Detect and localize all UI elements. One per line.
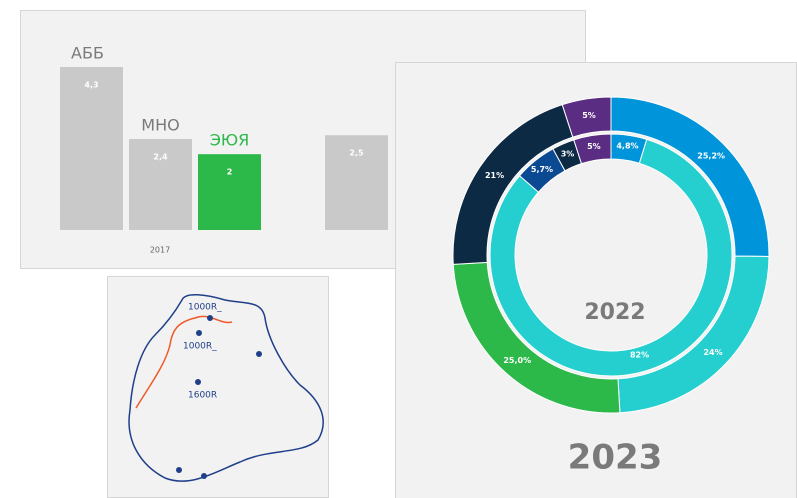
donut-hole <box>516 160 706 350</box>
map-label: 1000R_ <box>183 342 217 352</box>
data-label: 2,4 <box>153 153 168 162</box>
center-label: 2022 <box>584 300 645 325</box>
segment-label: 5% <box>582 111 596 120</box>
segment-label: 5,7% <box>531 165 553 174</box>
chart-title: 2023 <box>568 438 663 478</box>
segment-label: 24% <box>703 348 722 357</box>
map: 1000R_ 1000R_ 1600R <box>128 294 324 482</box>
data-label: 2 <box>227 168 233 177</box>
group-label: 2017 <box>150 246 170 255</box>
category-label: ЭЮЯ <box>210 131 250 150</box>
category-label: АББ <box>71 44 104 63</box>
map-panel <box>107 276 329 498</box>
donut-segment <box>489 138 733 377</box>
segment-label: 3% <box>561 149 575 158</box>
donut-chart: 25,2% 24% 25,0% 21% 5% 4,8% 82% 5,7% 3% 5% 2022 202… <box>452 96 770 478</box>
bar <box>129 139 192 230</box>
bar <box>60 67 123 230</box>
bar-chart: 4,3 АББ 2,4 МНО 2 ЭЮЯ 2,5 2017 <box>60 44 388 255</box>
map-points <box>176 315 262 479</box>
segment-label: 25,2% <box>697 151 725 160</box>
segment-label: 4,8% <box>616 142 638 151</box>
segment-label: 25,0% <box>503 356 531 365</box>
data-label: 2,5 <box>349 149 364 158</box>
map-outline <box>128 294 324 482</box>
bar <box>198 154 261 230</box>
map-label: 1000R_ <box>188 303 222 313</box>
map-route <box>135 315 233 409</box>
category-label: МНО <box>141 116 179 135</box>
segment-label: 82% <box>630 351 649 360</box>
map-label: 1600R <box>188 391 217 401</box>
segment-label: 5% <box>587 142 601 151</box>
donut-segment <box>561 96 612 138</box>
bar <box>325 135 388 230</box>
donut-segment <box>573 133 612 165</box>
data-label: 4,3 <box>84 81 98 90</box>
segment-label: 21% <box>485 171 504 180</box>
